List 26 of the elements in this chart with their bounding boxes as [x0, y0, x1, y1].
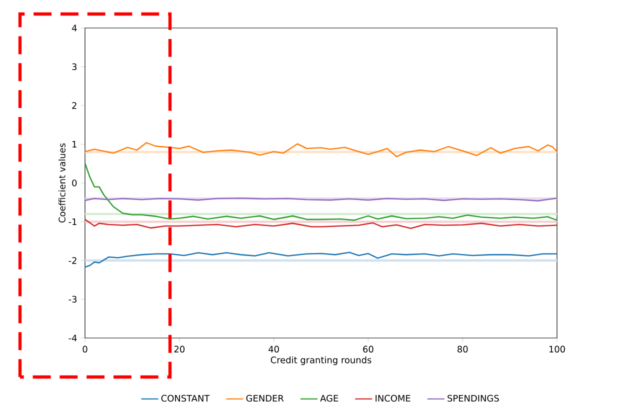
legend-label: GENDER: [246, 394, 284, 402]
x-tick-label: 60: [363, 346, 374, 353]
y-tick-label: 3: [72, 63, 77, 70]
legend-label: AGE: [320, 394, 338, 402]
x-tick-label: 20: [174, 346, 185, 353]
x-tick-label: 80: [458, 346, 468, 353]
line-series: [84, 162, 558, 221]
legend-label: CONSTANT: [161, 394, 210, 402]
legend-label: INCOME: [376, 394, 410, 402]
line-series: [84, 252, 558, 268]
y-tick-label: -4: [68, 334, 77, 342]
y-tick-label: 0: [72, 180, 77, 186]
y-tick-label: 1: [72, 140, 76, 148]
y-tick-label: 2: [72, 102, 76, 109]
y-axis-title: Coefficient values: [58, 143, 66, 223]
legend-label: SPENDINGS: [448, 394, 499, 402]
y-tick-label: -1: [68, 218, 76, 226]
y-tick-label: -3: [68, 296, 77, 303]
x-axis-title: Credit granting rounds: [270, 356, 372, 366]
y-tick-label: -2: [68, 257, 76, 264]
x-tick-label: 100: [549, 346, 565, 353]
y-tick-label: 4: [72, 24, 77, 32]
x-tick-label: 40: [268, 346, 279, 353]
line-series: [84, 142, 558, 158]
x-tick-label: 0: [82, 346, 88, 353]
line-series: [84, 218, 558, 229]
